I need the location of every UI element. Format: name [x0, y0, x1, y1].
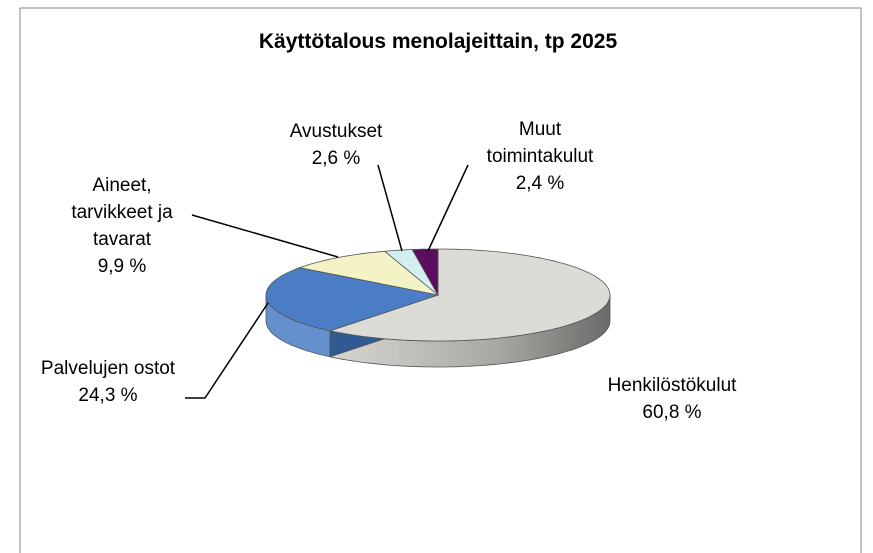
category-label: Palvelujen ostot	[40, 358, 176, 379]
data-label: Henkilöstökulut 60,8 %	[608, 372, 737, 426]
value-label: 2,4 %	[515, 173, 565, 194]
pie-slice	[328, 248, 611, 342]
data-label: Muut toimintakulut 2,4 %	[487, 116, 594, 197]
chart-title: Käyttötalous menolajeittain, tp 2025	[258, 30, 618, 53]
data-label: Palvelujen ostot 24,3 %	[41, 355, 175, 409]
value-label: 9,9 %	[97, 256, 147, 277]
category-label: Avustukset	[289, 121, 383, 142]
pie-slice	[411, 248, 439, 297]
leader-line	[191, 214, 339, 258]
pie-slice	[297, 250, 439, 296]
data-label: Aineet, tarvikkeet ja tavarat 9,9 %	[71, 172, 172, 280]
pie-slice	[383, 249, 439, 296]
category-label: Aineet, tarvikkeet ja tavarat	[71, 175, 173, 250]
leader-line	[377, 164, 403, 252]
leader-line	[185, 302, 269, 399]
value-label: 24,3 %	[78, 385, 138, 406]
pie-slice	[265, 267, 440, 332]
category-label: Muut toimintakulut	[486, 119, 594, 167]
leader-line	[427, 164, 469, 252]
data-label: Avustukset 2,6 %	[290, 118, 383, 172]
value-label: 60,8 %	[642, 402, 702, 423]
category-label: Henkilöstökulut	[607, 375, 737, 396]
value-label: 2,6 %	[311, 148, 361, 169]
